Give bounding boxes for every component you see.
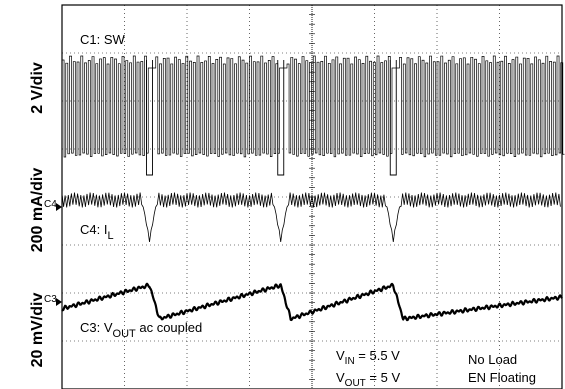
ch3-marker: C3 [44,294,57,305]
vout-value: = 5 V [366,370,401,385]
ch3-vout-trace [61,282,563,322]
load-annotation: No Load [468,352,517,367]
ch1-sw-trace [62,55,565,158]
ch4-marker: C4 [44,199,57,210]
ch1-label: C1: SW [80,32,126,47]
vout-prefix: V [336,370,345,385]
ch4-label-sub: L [107,230,113,242]
ch4-ground-marker [56,203,62,211]
ch3-ground-marker [56,298,62,306]
vin-value: = 5.5 V [355,348,400,363]
y-label-ch1: 2 V/div [29,62,46,114]
ch1-gap-dip [146,60,153,176]
ch3-label-suffix: ac coupled [136,320,203,335]
scope-traces [56,55,565,322]
vout-annotation: VOUT = 5 V [336,370,400,389]
ch4-label-prefix: C4: I [80,222,107,237]
ch4-label: C4: IL [80,222,114,242]
y-label-ch3: 20 mV/div [29,293,46,368]
ch3-label: C3: VOUT ac coupled [80,320,202,340]
vin-annotation: VIN = 5.5 V [336,348,400,367]
ch4-current-trace [61,192,561,243]
ch3-label-sub: OUT [113,328,137,340]
vin-sub: IN [345,356,355,367]
ch1-gap-dip [389,60,397,176]
ch1-gap-dip [277,60,285,176]
ch3-label-prefix: C3: V [80,320,113,335]
y-label-ch4: 200 mA/div [29,168,46,253]
vout-sub: OUT [345,378,366,389]
enable-annotation: EN Floating [468,370,536,385]
vin-prefix: V [336,348,345,363]
